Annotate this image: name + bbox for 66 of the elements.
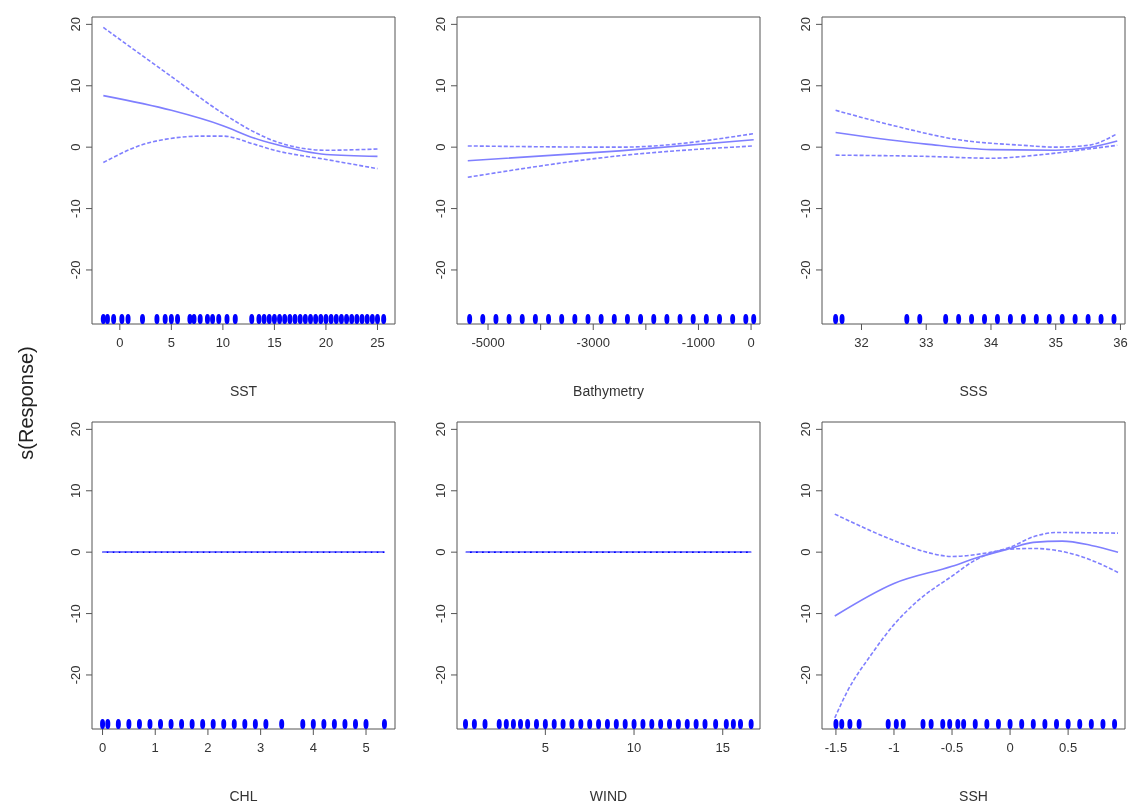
y-tick-label: -10 [798, 604, 813, 623]
y-tick-label: 20 [433, 17, 448, 32]
y-tick-label: 0 [433, 143, 448, 151]
x-tick-label: 0.5 [1059, 740, 1078, 756]
x-tick-label: 25 [370, 335, 385, 351]
x-tick-label: -5000 [471, 335, 505, 351]
x-tick-label: 34 [983, 335, 999, 351]
y-tick-label: 10 [798, 483, 813, 498]
x-tick-label: 1 [151, 740, 159, 756]
x-tick-label: 0 [747, 335, 755, 351]
x-tick-label: 5 [362, 740, 370, 756]
y-tick-label: 10 [433, 78, 448, 93]
y-tick-label: 10 [433, 483, 448, 498]
y-tick-label: 0 [68, 143, 83, 151]
y-tick-label: -20 [433, 260, 448, 280]
x-tick-label: -1 [888, 740, 900, 756]
y-tick-label: 0 [798, 548, 813, 556]
x-tick-label: 3 [257, 740, 265, 756]
x-tick-label: -3000 [576, 335, 610, 351]
x-tick-label: 10 [215, 335, 231, 351]
y-tick-label: 20 [68, 17, 83, 32]
y-tick-label: 0 [433, 548, 448, 556]
y-tick-label: 0 [68, 548, 83, 556]
y-tick-label: -20 [433, 665, 448, 685]
y-tick-label: -10 [798, 199, 813, 218]
y-tick-label: -10 [433, 199, 448, 218]
y-tick-label: -20 [68, 665, 83, 685]
x-tick-label: 15 [715, 740, 730, 756]
y-tick-label: -10 [433, 604, 448, 623]
y-tick-label: -10 [68, 199, 83, 218]
y-tick-label: 20 [433, 422, 448, 437]
x-axis-title: SST [229, 383, 258, 399]
x-axis-title: Bathymetry [573, 383, 644, 399]
x-tick-label: 20 [318, 335, 334, 351]
x-tick-label: 0 [1006, 740, 1014, 756]
y-tick-label: 10 [68, 483, 83, 498]
x-axis-title: WIND [589, 788, 628, 804]
x-tick-label: 35 [1048, 335, 1063, 351]
y-tick-label: -20 [798, 260, 813, 280]
x-tick-label: -1.5 [824, 740, 848, 756]
y-tick-label: 10 [68, 78, 83, 93]
y-axis-title: s(Response) [14, 346, 38, 460]
x-tick-label: 2 [204, 740, 212, 756]
x-tick-label: 0 [98, 740, 107, 756]
y-tick-label: 10 [798, 78, 813, 93]
x-tick-label: 36 [1113, 335, 1128, 351]
y-tick-label: 0 [798, 143, 813, 151]
x-tick-label: 32 [854, 335, 869, 351]
x-tick-label: 5 [167, 335, 175, 351]
x-tick-label: 15 [267, 335, 282, 351]
x-tick-label: 10 [626, 740, 642, 756]
y-tick-label: 20 [68, 422, 83, 437]
x-tick-label: 4 [309, 740, 317, 756]
x-axis-title: SSS [959, 383, 988, 399]
x-tick-label: 5 [541, 740, 549, 756]
x-tick-label: -0.5 [940, 740, 964, 756]
x-axis-title: CHL [229, 788, 258, 804]
y-tick-label: 20 [798, 422, 813, 437]
x-tick-label: 0 [116, 335, 124, 351]
x-tick-label: -1000 [681, 335, 716, 351]
y-tick-label: -20 [68, 260, 83, 280]
x-tick-label: 33 [919, 335, 934, 351]
y-tick-label: 20 [798, 17, 813, 32]
y-tick-label: -20 [798, 665, 813, 685]
x-axis-title: SSH [959, 788, 988, 804]
y-tick-label: -10 [68, 604, 83, 623]
